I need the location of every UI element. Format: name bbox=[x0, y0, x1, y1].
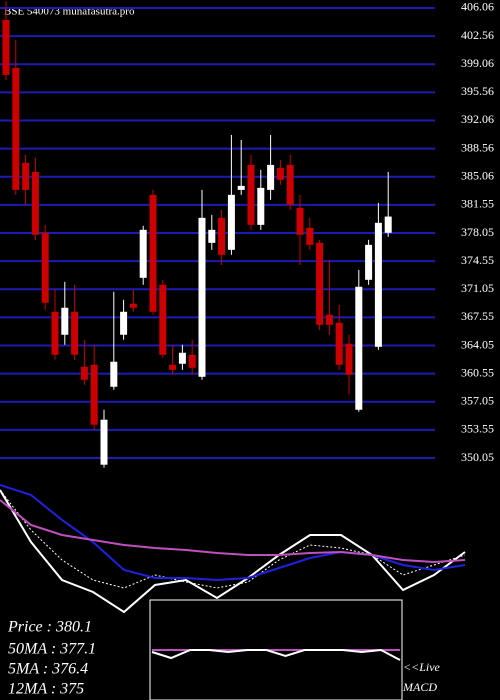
candle-body bbox=[110, 361, 118, 387]
candle-body bbox=[345, 343, 353, 375]
candle-body bbox=[12, 67, 20, 190]
indicator-line bbox=[0, 489, 466, 589]
y-tick-label: 388.56 bbox=[461, 140, 494, 154]
candle-body bbox=[178, 352, 186, 364]
candle-body bbox=[169, 364, 177, 370]
y-tick-label: 353.55 bbox=[461, 422, 494, 436]
y-tick-label: 364.05 bbox=[461, 337, 494, 351]
legend-item: Price : 380.1 bbox=[7, 619, 92, 636]
candle-body bbox=[120, 311, 128, 335]
candle-body bbox=[41, 232, 49, 303]
legend-item: 12MA : 375 bbox=[8, 681, 84, 698]
candle-body bbox=[71, 311, 79, 355]
candle-body bbox=[61, 307, 69, 335]
indicator-line bbox=[0, 489, 466, 614]
y-tick-label: 357.05 bbox=[461, 394, 494, 408]
y-tick-label: 367.55 bbox=[461, 309, 494, 323]
y-tick-label: 381.55 bbox=[461, 197, 494, 211]
candle-body bbox=[296, 207, 304, 235]
candle-body bbox=[325, 314, 333, 325]
candle-body bbox=[267, 164, 275, 190]
y-tick-label: 378.05 bbox=[461, 225, 494, 239]
candle-body bbox=[90, 364, 98, 425]
candle-body bbox=[365, 244, 373, 280]
candle-body bbox=[100, 419, 108, 465]
candle-body bbox=[31, 171, 39, 235]
y-tick-label: 399.06 bbox=[461, 56, 494, 70]
y-tick-label: 392.06 bbox=[461, 112, 494, 126]
y-tick-label: 371.05 bbox=[461, 281, 494, 295]
candle-body bbox=[227, 194, 235, 250]
candle-body bbox=[139, 229, 147, 278]
candle-body bbox=[286, 164, 294, 205]
macd-title: MACD bbox=[402, 680, 437, 694]
legend-item: 50MA : 377.1 bbox=[8, 641, 96, 658]
y-tick-label: 395.56 bbox=[461, 84, 494, 98]
y-tick-label: 350.05 bbox=[461, 450, 494, 464]
candle-body bbox=[51, 311, 59, 355]
candle-body bbox=[374, 222, 382, 347]
candle-body bbox=[316, 242, 324, 325]
candle-body bbox=[335, 322, 343, 365]
candle-body bbox=[129, 303, 137, 308]
candle-body bbox=[208, 229, 216, 243]
indicator-line bbox=[0, 499, 466, 564]
candle-body bbox=[80, 366, 88, 380]
indicator-line bbox=[151, 648, 401, 661]
y-tick-label: 374.55 bbox=[461, 253, 494, 267]
candle-body bbox=[198, 217, 206, 377]
candle-body bbox=[22, 162, 30, 190]
candle-body bbox=[2, 19, 10, 75]
y-tick-label: 385.06 bbox=[461, 168, 494, 182]
y-tick-label: 360.55 bbox=[461, 365, 494, 379]
legend-item: 5MA : 376.4 bbox=[8, 661, 88, 678]
candle-body bbox=[149, 194, 157, 312]
candle-body bbox=[218, 217, 226, 255]
macd-annotation: <<Live bbox=[403, 660, 441, 674]
candle-body bbox=[237, 185, 245, 190]
indicator-line bbox=[0, 484, 466, 582]
candle-body bbox=[188, 354, 196, 368]
candle-body bbox=[247, 164, 255, 225]
candle-body bbox=[276, 167, 284, 180]
candle-body bbox=[257, 187, 265, 225]
candle-body bbox=[355, 286, 363, 410]
candle-body bbox=[159, 284, 167, 355]
y-tick-label: 402.56 bbox=[461, 28, 494, 42]
candle-body bbox=[384, 216, 392, 233]
y-tick-label: 406.06 bbox=[461, 0, 494, 14]
candle-body bbox=[306, 227, 314, 245]
